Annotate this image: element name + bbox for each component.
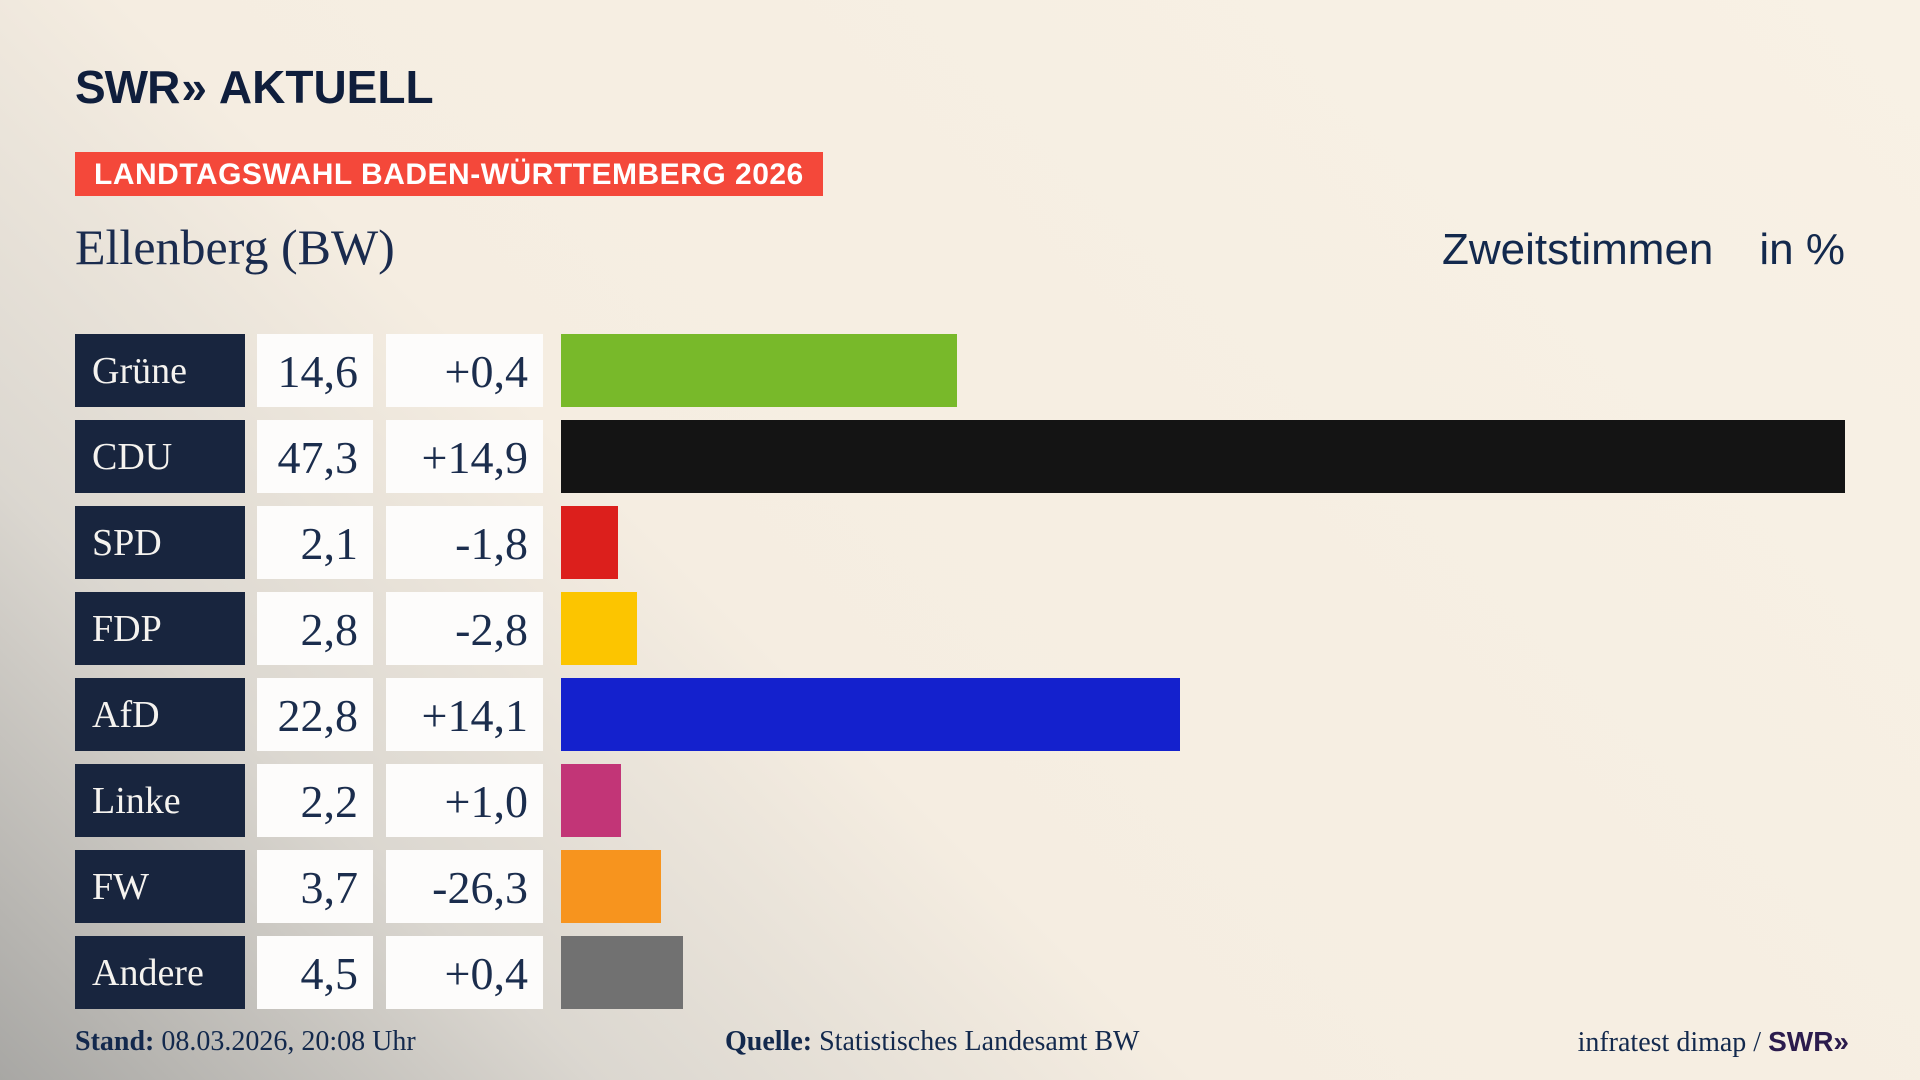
party-label: Andere: [75, 936, 245, 1009]
result-bar: [561, 678, 1180, 751]
chart-row-cdu: CDU 47,3 +14,9: [75, 420, 1845, 493]
value-cell: 47,3: [257, 420, 373, 493]
stand-label: Stand:: [75, 1026, 155, 1057]
bar-track: [561, 506, 1845, 579]
swr-aktuell-logo: SWR» AKTUELL: [75, 60, 434, 114]
swr-footer-logo: SWR»: [1768, 1026, 1849, 1057]
credit-note: infratest dimap / SWR»: [1577, 1026, 1849, 1059]
measure-title: Zweitstimmen in %: [1442, 225, 1845, 275]
change-cell: -1,8: [386, 506, 543, 579]
change-cell: +0,4: [386, 936, 543, 1009]
party-label: FDP: [75, 592, 245, 665]
party-label: Grüne: [75, 334, 245, 407]
unit-label: in %: [1759, 225, 1845, 274]
bar-track: [561, 764, 1845, 837]
value-cell: 4,5: [257, 936, 373, 1009]
result-bar: [561, 420, 1845, 493]
measure-label: Zweitstimmen: [1442, 225, 1714, 274]
party-label: FW: [75, 850, 245, 923]
chart-row-afd: AfD 22,8 +14,1: [75, 678, 1845, 751]
election-banner: LANDTAGSWAHL BADEN-WÜRTTEMBERG 2026: [75, 152, 823, 196]
bar-track: [561, 850, 1845, 923]
quelle-value: Statistisches Landesamt BW: [819, 1026, 1140, 1057]
chart-row-spd: SPD 2,1 -1,8: [75, 506, 1845, 579]
party-label: Linke: [75, 764, 245, 837]
change-cell: +14,9: [386, 420, 543, 493]
change-cell: +14,1: [386, 678, 543, 751]
chart-row-fdp: FDP 2,8 -2,8: [75, 592, 1845, 665]
source-note: Quelle: Statistisches Landesamt BW: [725, 1026, 1139, 1058]
aktuell-logo-text: AKTUELL: [218, 61, 434, 113]
value-cell: 3,7: [257, 850, 373, 923]
headline-row: Ellenberg (BW) Zweitstimmen in %: [75, 218, 1845, 278]
bar-track: [561, 678, 1845, 751]
chart-row-linke: Linke 2,2 +1,0: [75, 764, 1845, 837]
change-cell: +1,0: [386, 764, 543, 837]
party-label: CDU: [75, 420, 245, 493]
change-cell: -2,8: [386, 592, 543, 665]
footer: Stand: 08.03.2026, 20:08 Uhr Quelle: Sta…: [75, 1026, 1849, 1066]
chart-row-fw: FW 3,7 -26,3: [75, 850, 1845, 923]
swr-footer-logo-text: SWR: [1768, 1026, 1834, 1057]
result-bar: [561, 592, 637, 665]
region-title: Ellenberg (BW): [75, 219, 395, 275]
quelle-label: Quelle:: [725, 1026, 813, 1057]
value-cell: 2,8: [257, 592, 373, 665]
bar-track: [561, 334, 1845, 407]
bar-track: [561, 592, 1845, 665]
value-cell: 2,1: [257, 506, 373, 579]
credit-text: infratest dimap /: [1577, 1027, 1762, 1058]
value-cell: 2,2: [257, 764, 373, 837]
result-bar: [561, 334, 958, 407]
stand-value: 08.03.2026, 20:08 Uhr: [161, 1026, 416, 1057]
bar-chart: Grüne 14,6 +0,4 CDU 47,3 +14,9 SPD 2,1 -…: [75, 334, 1845, 1022]
double-chevron-icon: »: [1833, 1026, 1848, 1057]
bar-track: [561, 420, 1845, 493]
change-cell: +0,4: [386, 334, 543, 407]
swr-logo-text: SWR: [75, 61, 180, 113]
chart-row-gruene: Grüne 14,6 +0,4: [75, 334, 1845, 407]
value-cell: 22,8: [257, 678, 373, 751]
result-bar: [561, 506, 618, 579]
result-bar: [561, 764, 621, 837]
result-bar: [561, 850, 662, 923]
double-chevron-icon: »: [181, 61, 206, 113]
value-cell: 14,6: [257, 334, 373, 407]
result-bar: [561, 936, 684, 1009]
bar-track: [561, 936, 1845, 1009]
change-cell: -26,3: [386, 850, 543, 923]
party-label: AfD: [75, 678, 245, 751]
party-label: SPD: [75, 506, 245, 579]
chart-row-andere: Andere 4,5 +0,4: [75, 936, 1845, 1009]
stand-timestamp: Stand: 08.03.2026, 20:08 Uhr: [75, 1026, 416, 1058]
